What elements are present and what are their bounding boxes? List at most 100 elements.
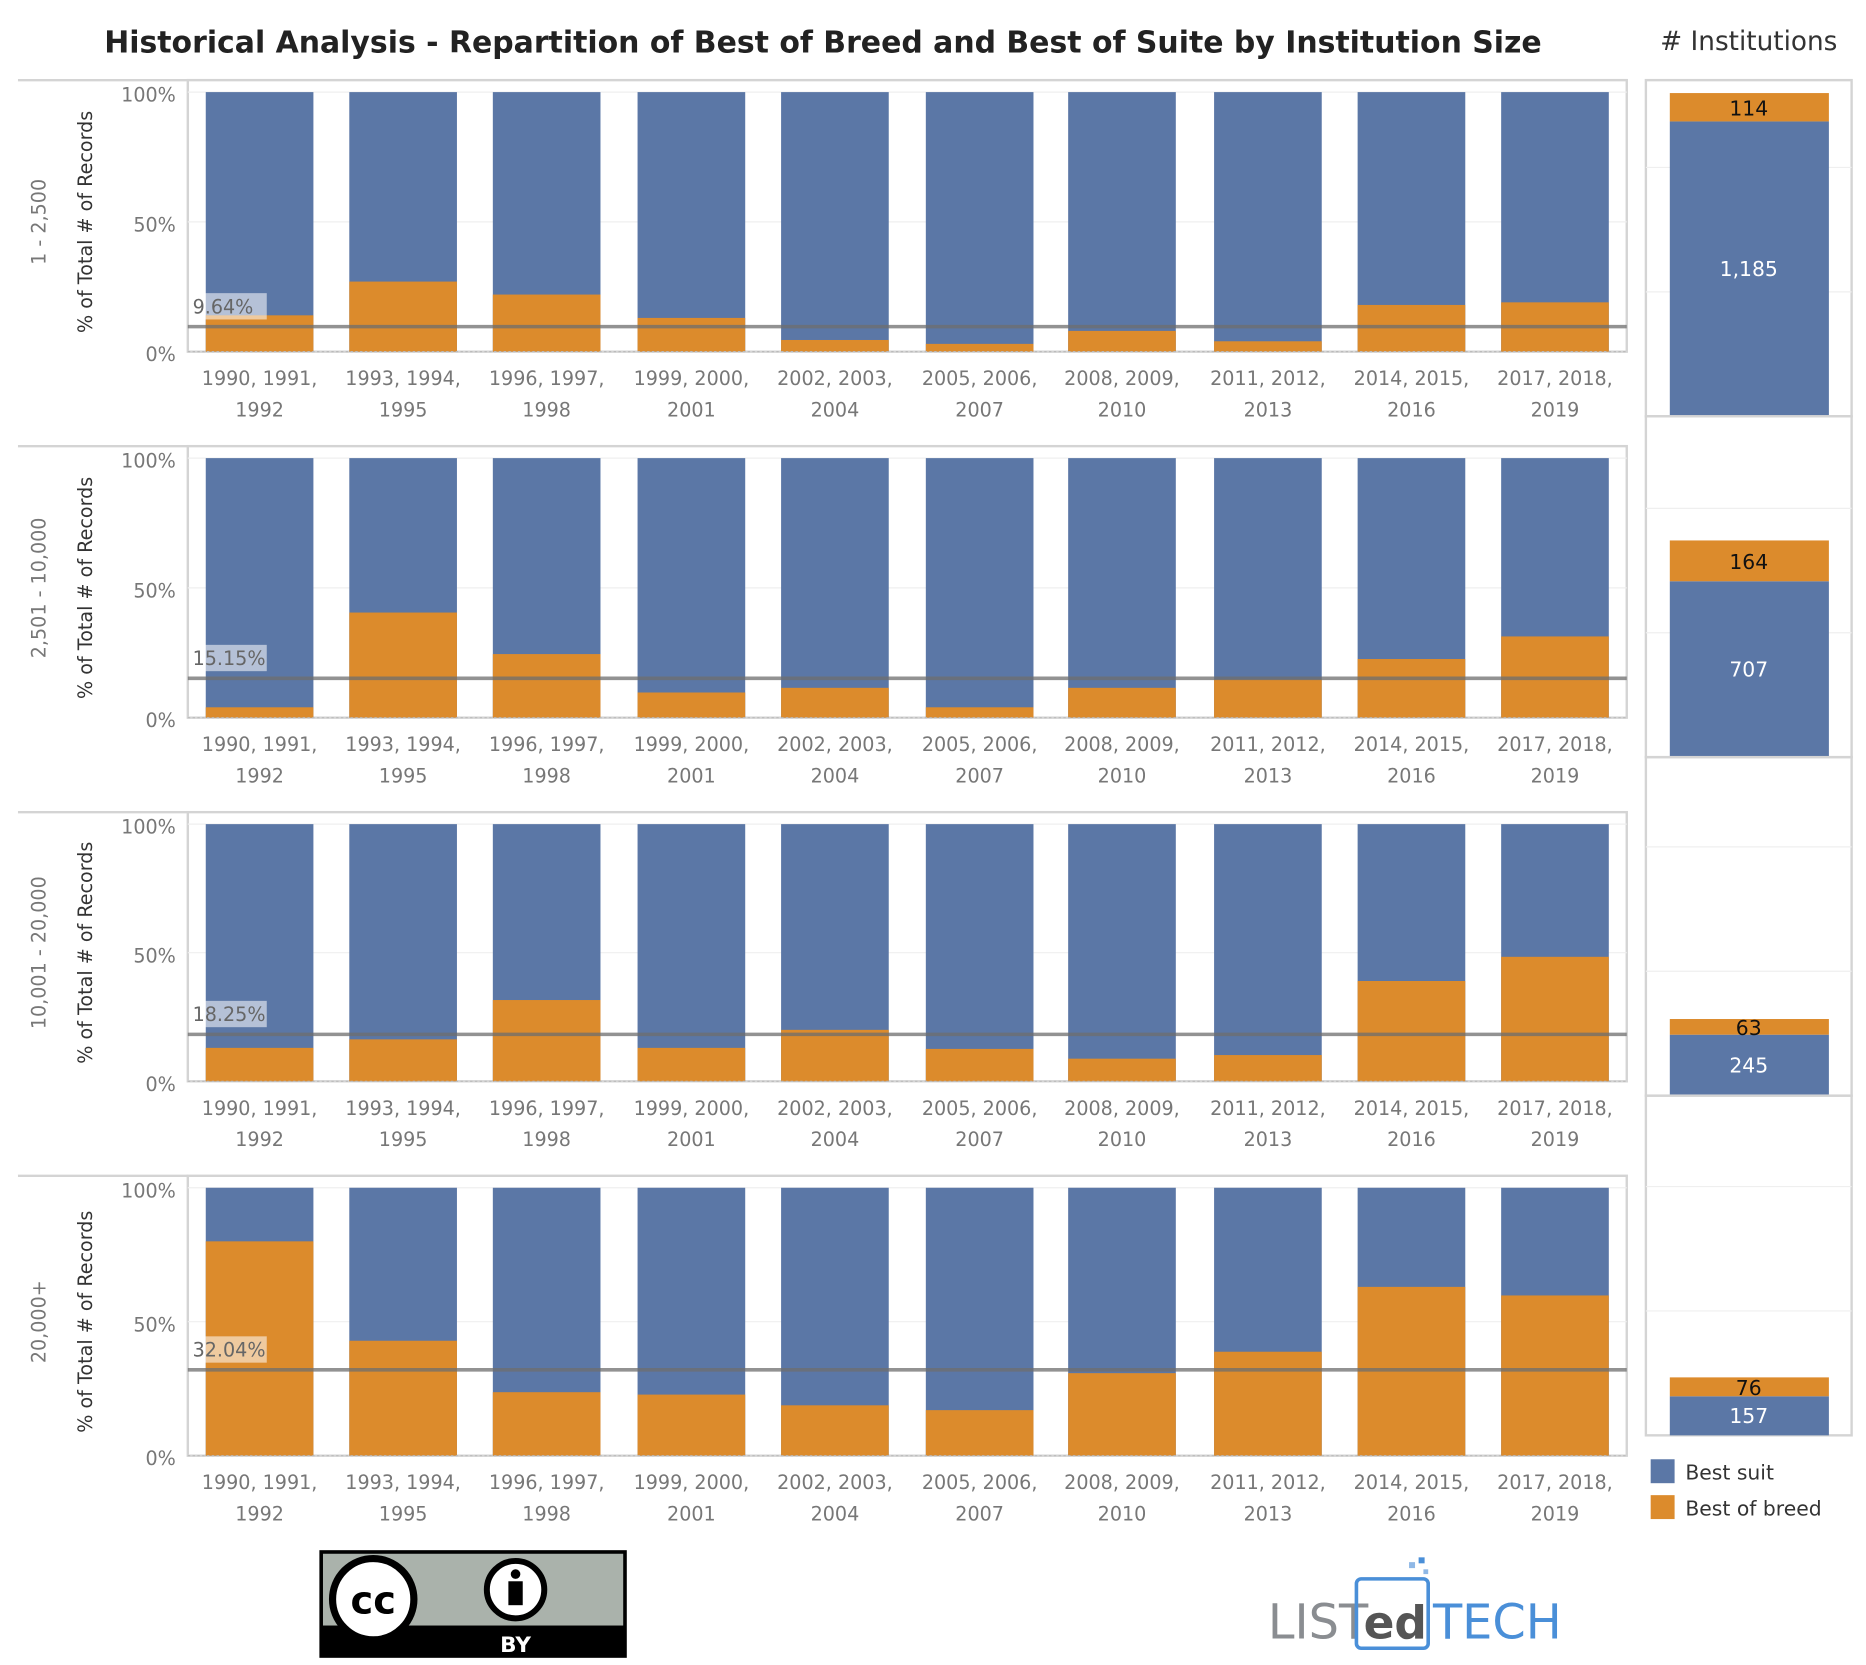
y-tick-label: 100% [121,1179,176,1202]
institutions-value-best-suit: 245 [1729,1053,1768,1077]
bar-best-suit [1068,458,1176,718]
bar-best-suit [637,824,746,1082]
panel-3: 10,001 - 20,000 % of Total # of Records 10… [17,810,1628,1151]
bar-best-of-breed [1214,1055,1322,1082]
reference-label: 18.25% [193,1003,266,1026]
x-tick-label: 2004 [811,398,860,421]
x-tick-label: 2001 [667,764,716,787]
cc-by-text: BY [500,1633,531,1658]
x-tick-label: 2001 [667,1502,716,1525]
row-label: 2,501 - 10,000 [27,518,50,659]
x-tick-label: 2005, 2006, [922,733,1038,756]
institutions-bar-best-suit [1669,581,1829,758]
x-tick-label: 2008, 2009, [1064,1097,1180,1120]
x-tick-label: 1995 [379,398,428,421]
y-tick-label: 0% [146,1073,176,1096]
x-tick-label: 2001 [667,398,716,421]
x-tick-label: 1992 [235,398,284,421]
bar-best-suit [637,92,746,352]
institutions-bar-best-of-breed [1669,93,1829,122]
bar-best-of-breed [349,1340,457,1456]
bar-best-of-breed [492,654,601,718]
x-tick-label: 2011, 2012, [1210,733,1326,756]
x-tick-label: 1993, 1994, [345,733,461,756]
cc-by-logo: cc BY [319,1550,627,1658]
institutions-bar-best-of-breed [1669,540,1829,582]
x-tick-label: 2014, 2015, [1354,367,1470,390]
x-tick-label: 2017, 2018, [1497,733,1613,756]
institutions-bar-best-suit [1669,121,1829,417]
bar-best-of-breed [925,343,1034,352]
svg-text:TECH: TECH [1432,1596,1562,1651]
x-tick-label: 2013 [1244,1502,1293,1525]
legend-swatch [1650,1459,1675,1484]
panel-4: 20,000+ % of Total # of Records 100% 50% 0% 1… [17,1174,1628,1525]
institutions-value-best-suit: 707 [1729,657,1768,681]
bar-best-of-breed [1068,330,1176,352]
bar-best-of-breed [1357,980,1466,1082]
x-tick-label: 2004 [811,1502,860,1525]
institutions-value-best-suit: 157 [1729,1404,1768,1428]
y-axis-title: % of Total # of Records [74,1211,97,1433]
x-tick-label: 2014, 2015, [1354,1471,1470,1494]
bar-best-of-breed [349,1039,457,1082]
y-tick-label: 50% [133,213,176,236]
bar-best-suit [1214,824,1322,1082]
chart-title: Historical Analysis - Repartition of Bes… [104,26,1542,61]
x-tick-label: 2019 [1531,398,1580,421]
bar-best-suit [925,92,1034,352]
institutions-value-best-of-breed: 164 [1729,550,1768,574]
x-tick-label: 2013 [1244,764,1293,787]
bar-best-of-breed [637,692,746,718]
x-tick-label: 1999, 2000, [634,1471,750,1494]
x-tick-label: 2016 [1387,1502,1436,1525]
x-tick-label: 2013 [1244,1128,1293,1151]
y-axis-title: % of Total # of Records [74,111,97,333]
reference-label-bg [190,1336,267,1363]
y-tick-label: 50% [133,944,176,967]
x-tick-label: 2011, 2012, [1210,367,1326,390]
x-tick-label: 2016 [1387,398,1436,421]
x-tick-label: 2011, 2012, [1210,1097,1326,1120]
bar-best-of-breed [637,1047,746,1082]
x-tick-label: 2007 [955,764,1004,787]
reference-label-bg [190,1000,267,1028]
svg-text:LIST: LIST [1268,1596,1369,1651]
institutions-value-best-of-breed: 63 [1736,1016,1762,1040]
institutions-panel-1: 1,185 114 [1644,78,1853,418]
x-tick-label: 1990, 1991, [202,733,318,756]
x-tick-label: 1995 [379,1502,428,1525]
x-tick-label: 2019 [1531,1502,1580,1525]
bar-best-of-breed [1068,1058,1176,1082]
x-tick-label: 2008, 2009, [1064,367,1180,390]
x-tick-label: 2016 [1387,1128,1436,1151]
x-tick-label: 2008, 2009, [1064,1471,1180,1494]
x-tick-label: 2004 [811,764,860,787]
bar-best-of-breed [637,1394,746,1456]
x-tick-label: 2017, 2018, [1497,1097,1613,1120]
bar-best-of-breed [205,1047,314,1082]
x-tick-label: 2002, 2003, [777,367,893,390]
bar-best-of-breed [1214,1351,1322,1456]
x-tick-label: 1999, 2000, [634,733,750,756]
legend-swatch [1650,1495,1675,1520]
x-tick-label: 2002, 2003, [777,733,893,756]
x-tick-label: 2014, 2015, [1354,733,1470,756]
y-tick-label: 50% [133,579,176,602]
bar-best-of-breed [1068,687,1176,718]
x-tick-label: 1990, 1991, [202,1097,318,1120]
institutions-value-best-of-breed: 76 [1736,1376,1762,1400]
bar-best-of-breed [781,1405,889,1456]
bar-best-of-breed [1501,1295,1609,1456]
x-tick-label: 2010 [1098,1502,1147,1525]
institutions-bar-best-suit [1669,1034,1829,1096]
row-label: 20,000+ [27,1280,50,1363]
x-tick-label: 1996, 1997, [489,367,605,390]
x-tick-label: 1998 [522,398,571,421]
bar-best-of-breed [492,1000,601,1082]
x-tick-label: 2010 [1098,764,1147,787]
y-axis-title: % of Total # of Records [74,842,97,1064]
x-tick-label: 1992 [235,1502,284,1525]
